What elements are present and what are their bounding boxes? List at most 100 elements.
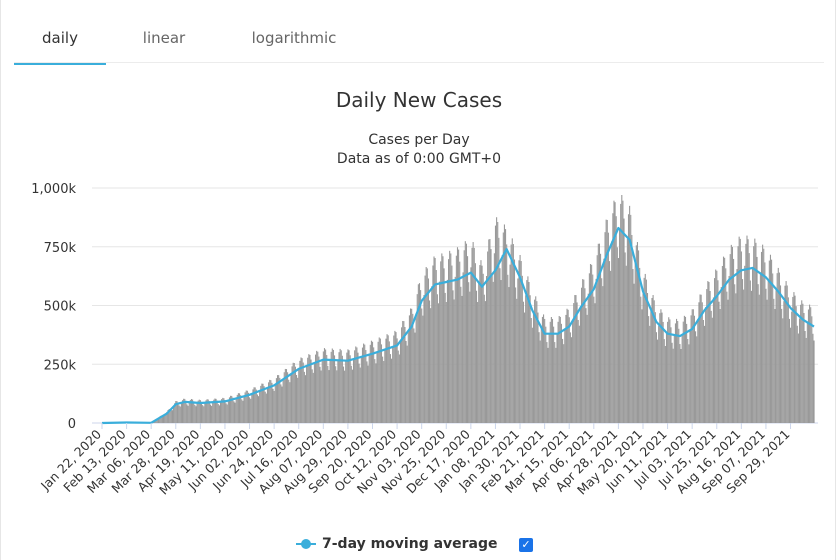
bar: [727, 299, 729, 423]
bar: [657, 339, 659, 423]
tab-logarithmic-label: logarithmic: [251, 29, 337, 47]
bar: [714, 278, 716, 423]
bar: [259, 390, 261, 423]
bar: [486, 275, 488, 423]
bar: [456, 247, 459, 423]
bar: [469, 291, 471, 423]
bar: [187, 405, 189, 423]
bar: [698, 302, 700, 423]
bar: [661, 312, 663, 423]
bar: [203, 406, 205, 423]
bar: [398, 354, 400, 423]
bar: [716, 270, 718, 423]
bar: [722, 256, 725, 423]
bar: [440, 261, 442, 423]
bar: [790, 327, 792, 423]
bar: [573, 303, 575, 423]
bar: [339, 348, 341, 423]
tab-logarithmic[interactable]: logarithmic: [230, 14, 358, 64]
moving-average-checkbox[interactable]: ✓: [519, 538, 533, 552]
y-tick-label: 500k: [44, 300, 77, 315]
bar: [437, 303, 440, 423]
bar: [408, 315, 410, 423]
bar: [737, 246, 739, 423]
tab-linear[interactable]: linear: [118, 14, 210, 64]
bar: [366, 361, 368, 423]
bar: [697, 319, 699, 423]
bar: [649, 325, 651, 423]
bar: [712, 297, 715, 423]
bar: [490, 249, 492, 423]
bar: [588, 273, 590, 423]
bar: [327, 365, 329, 423]
y-axis: 0 250k 500k 750k 1,000k: [31, 182, 76, 432]
bar: [538, 332, 540, 423]
bar: [813, 340, 815, 423]
bar: [494, 225, 497, 423]
bar: [598, 243, 600, 423]
bar: [621, 195, 623, 423]
bar: [597, 243, 599, 423]
bar: [160, 415, 162, 423]
bar: [671, 342, 673, 423]
bar: [255, 389, 257, 423]
bar: [359, 367, 361, 423]
bar: [347, 349, 349, 423]
y-tick-label: 0: [68, 417, 76, 432]
bar: [159, 416, 161, 423]
bar: [509, 264, 511, 423]
bar: [529, 295, 531, 423]
bar: [336, 370, 338, 423]
bar: [374, 359, 376, 423]
bar: [183, 398, 185, 423]
bar: [225, 403, 227, 423]
bar: [774, 309, 776, 423]
bar: [735, 293, 737, 423]
bar: [601, 278, 603, 423]
bar: [341, 355, 343, 423]
bar: [471, 247, 473, 423]
bar: [674, 323, 677, 423]
bar: [265, 393, 267, 423]
bar: [192, 399, 194, 423]
bar: [289, 382, 291, 423]
bar: [549, 321, 551, 423]
tab-daily[interactable]: daily: [14, 14, 106, 65]
bar: [355, 346, 357, 423]
bar: [811, 316, 813, 423]
bar: [563, 344, 565, 423]
bar: [470, 267, 472, 423]
bar: [496, 217, 498, 423]
bar: [555, 347, 557, 423]
bar: [544, 318, 546, 423]
bar: [310, 359, 312, 423]
bar: [776, 273, 778, 423]
bar: [522, 301, 524, 423]
bar: [176, 401, 178, 423]
bar: [171, 410, 174, 423]
bar: [342, 366, 345, 423]
bar: [384, 349, 386, 423]
bar: [655, 332, 657, 423]
bar: [331, 348, 333, 423]
bar: [755, 242, 757, 423]
bar: [179, 406, 181, 423]
bar: [452, 290, 454, 423]
bar: [484, 301, 486, 423]
bar: [502, 232, 504, 423]
bar: [351, 369, 353, 423]
bar: [464, 241, 466, 423]
bar: [345, 361, 347, 423]
bar: [397, 350, 399, 423]
bar: [288, 379, 290, 423]
bar: [428, 300, 431, 423]
legend-label: 7-day moving average: [322, 536, 498, 552]
legend-item-moving-average[interactable]: 7-day moving average: [296, 533, 498, 555]
bar: [708, 282, 710, 423]
bar: [357, 352, 359, 423]
bar: [401, 327, 403, 423]
bar: [373, 347, 375, 423]
tab-daily-label: daily: [42, 29, 78, 47]
bar: [481, 265, 483, 423]
